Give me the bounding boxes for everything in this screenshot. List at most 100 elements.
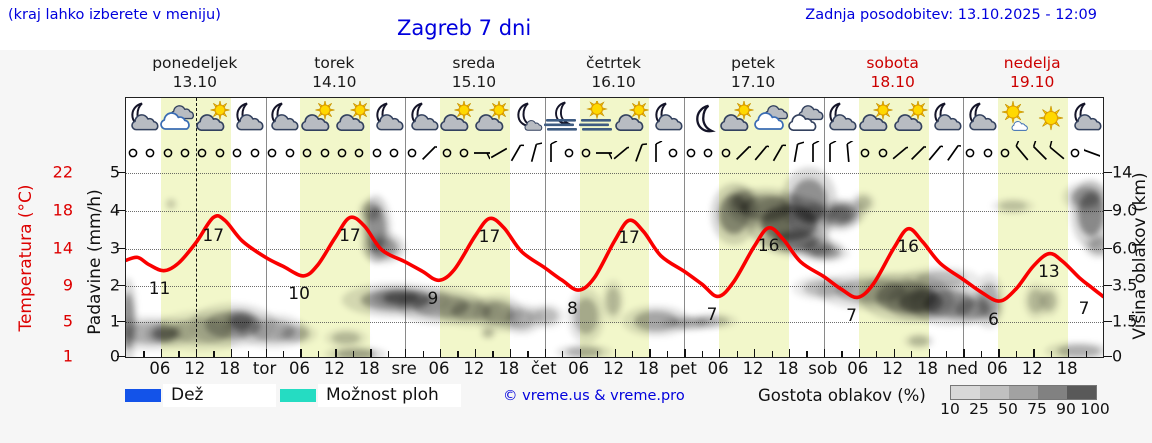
cloud-blob bbox=[336, 349, 376, 357]
time-tick bbox=[806, 351, 808, 357]
day-name: četrtek bbox=[585, 54, 642, 72]
x-axis-label: 18 bbox=[637, 359, 659, 378]
temperature-line bbox=[126, 213, 1103, 303]
time-tick bbox=[370, 349, 372, 357]
time-tick bbox=[631, 351, 634, 357]
cloud-blob bbox=[167, 200, 175, 208]
cloud-density-layer bbox=[126, 166, 1103, 357]
temp-label-min: 11 bbox=[148, 278, 171, 299]
time-tick bbox=[230, 349, 232, 357]
cloud-blob bbox=[282, 327, 310, 341]
time-tick bbox=[422, 351, 424, 357]
x-axis-label: 18 bbox=[498, 359, 520, 378]
precip-tick-label: 1 bbox=[109, 311, 120, 331]
x-axis-label: 06 bbox=[288, 359, 310, 378]
height-tick-label: 6.0 bbox=[1112, 238, 1138, 257]
wind-barb-icon bbox=[840, 139, 856, 169]
cloud-density-label: Gostota oblakov (%) bbox=[758, 386, 926, 405]
height-tick-label: 0 bbox=[1112, 346, 1123, 366]
cloud-blob bbox=[483, 329, 493, 337]
wind-barb-icon bbox=[753, 141, 774, 169]
time-tick bbox=[405, 349, 407, 357]
wind-calm-icon bbox=[299, 141, 315, 169]
time-tick bbox=[317, 351, 320, 357]
cloud-blob bbox=[566, 347, 602, 357]
right-tick bbox=[1104, 321, 1112, 323]
time-tick bbox=[788, 349, 791, 357]
weather-icon-moon-cloud bbox=[963, 101, 999, 139]
wind-calm-icon bbox=[334, 141, 350, 169]
time-tick bbox=[283, 351, 285, 357]
wind-calm-icon bbox=[665, 141, 681, 169]
left-tick bbox=[117, 210, 125, 212]
showers-legend-label: Možnost ploh bbox=[318, 384, 461, 407]
time-tick bbox=[178, 351, 180, 357]
time-tick bbox=[666, 351, 669, 357]
temp-tick-label: 18 bbox=[52, 200, 73, 220]
wind-barb-icon bbox=[945, 141, 965, 169]
cloud-blob bbox=[811, 247, 841, 259]
weather-icon-sun-cloud bbox=[474, 100, 510, 139]
x-axis-label: 18 bbox=[219, 359, 241, 378]
time-tick bbox=[509, 349, 512, 357]
wind-barb-icon bbox=[735, 141, 757, 169]
x-axis-label: pet bbox=[669, 359, 697, 378]
time-tick bbox=[963, 349, 965, 357]
time-tick bbox=[300, 349, 302, 357]
time-tick bbox=[614, 349, 616, 357]
cloud-blob bbox=[1071, 187, 1101, 207]
time-tick bbox=[335, 349, 337, 357]
time-tick bbox=[841, 351, 843, 357]
weather-icon-sun-cloud bbox=[719, 100, 755, 139]
wind-barb-icon bbox=[788, 141, 804, 169]
height-tick-label: 14 bbox=[1112, 162, 1133, 182]
wind-barb-icon bbox=[1049, 140, 1065, 169]
day-name: ponedeljek bbox=[152, 54, 238, 72]
wind-calm-icon bbox=[177, 141, 193, 169]
x-axis-label: 06 bbox=[149, 359, 171, 378]
time-tick bbox=[544, 349, 546, 357]
time-tick bbox=[754, 349, 756, 357]
wind-calm-icon bbox=[962, 141, 978, 169]
weather-icon-sun-cloud bbox=[195, 100, 231, 139]
time-tick bbox=[719, 349, 721, 357]
right-tick bbox=[1104, 356, 1112, 358]
day-date: 15.10 bbox=[451, 73, 497, 91]
density-segment bbox=[1009, 386, 1038, 399]
wind-barb-icon bbox=[508, 141, 528, 169]
density-segment bbox=[951, 386, 980, 399]
temp-label-min: 10 bbox=[288, 283, 310, 304]
wind-barb-icon bbox=[1032, 140, 1048, 169]
precip-tick-label: 2 bbox=[109, 275, 120, 294]
right-tick bbox=[1104, 284, 1112, 286]
day-name: torek bbox=[314, 54, 355, 72]
wind-barb-icon bbox=[543, 140, 559, 169]
height-tick-label: 3.5 bbox=[1112, 275, 1138, 294]
weather-icon-sun-cloud bbox=[893, 100, 929, 139]
wind-calm-icon bbox=[386, 141, 402, 169]
x-axis-label: 12 bbox=[742, 359, 764, 378]
day-header-ponedeljek: ponedeljek 13.10 bbox=[120, 54, 270, 92]
wind-barb-icon bbox=[648, 140, 664, 169]
temp-label-min: 7 bbox=[846, 306, 857, 327]
weather-icon-sun-cloud bbox=[300, 100, 336, 139]
temp-label-max: 17 bbox=[339, 225, 361, 246]
time-tick bbox=[597, 351, 599, 357]
time-tick bbox=[1033, 349, 1035, 357]
time-tick bbox=[143, 351, 145, 357]
cloud-blob bbox=[1042, 291, 1056, 311]
wind-calm-icon bbox=[578, 141, 594, 169]
gridline bbox=[126, 211, 1103, 212]
temp-label-max: 16 bbox=[897, 236, 919, 257]
wind-calm-icon bbox=[1067, 141, 1083, 169]
day-header-torek: torek 14.10 bbox=[259, 54, 409, 92]
copyright-link[interactable]: © vreme.us & vreme.pro bbox=[503, 388, 685, 404]
time-tick bbox=[823, 349, 826, 357]
time-tick bbox=[440, 349, 442, 357]
day-header-nedelja: nedelja 19.10 bbox=[957, 54, 1107, 92]
time-tick bbox=[945, 351, 948, 357]
wind-calm-icon bbox=[351, 141, 367, 169]
density-tick-label: 25 bbox=[969, 400, 989, 418]
time-tick bbox=[195, 349, 198, 357]
temp-label-max: 16 bbox=[757, 235, 780, 256]
